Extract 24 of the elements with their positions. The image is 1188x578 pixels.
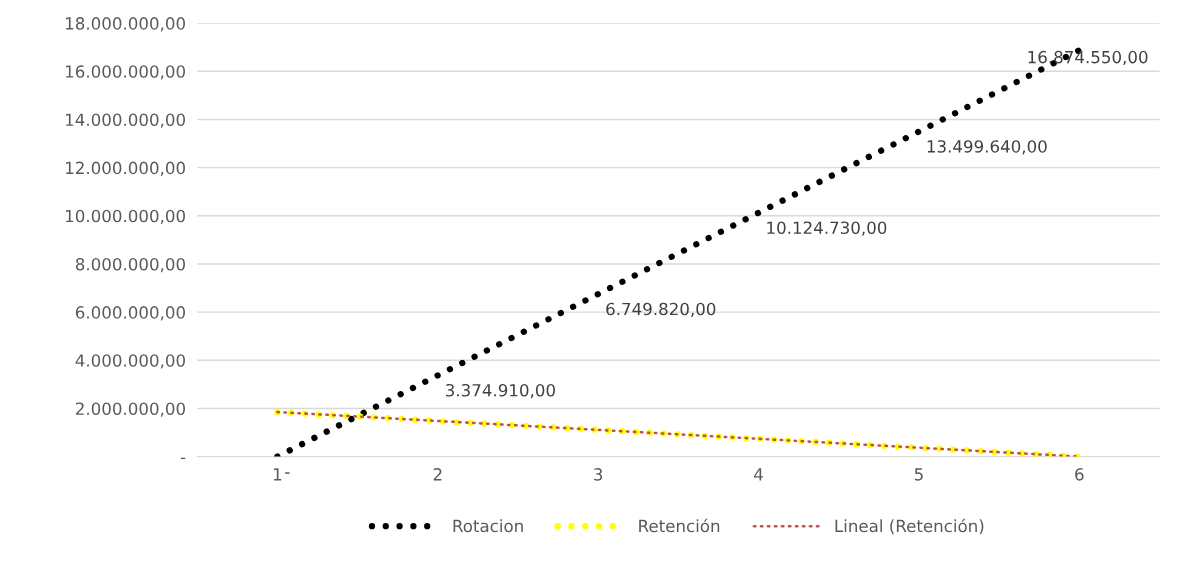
data-label: - [285,472,290,474]
y-tick-label: 12.000.000,00 [66,161,185,176]
y-tick-label: 8.000.000,00 [75,257,185,273]
y-tick-label: 18.000.000,00 [66,17,185,32]
x-tick-label: 6 [1075,468,1084,481]
data-label: 10.124.730,00 [767,221,887,236]
legend-label: Retención [639,518,720,533]
legend-label: Rotacion [453,519,523,533]
x-tick-label: 4 [754,468,763,481]
x-tick-label: 5 [914,468,923,481]
data-label: 3.374.910,00 [445,383,555,399]
data-label: 13.499.640,00 [927,140,1047,155]
y-tick-label: 16.000.000,00 [66,65,185,80]
y-tick-label: 6.000.000,00 [75,306,185,321]
x-tick-label: 2 [433,468,442,481]
data-label: 6.749.820,00 [606,302,716,317]
y-tick-label: 2.000.000,00 [75,402,185,417]
y-tick-label: 14.000.000,00 [66,113,185,128]
y-tick-label: - [180,457,186,460]
x-tick-label: 3 [594,468,603,481]
x-tick-label: 1 [273,468,282,481]
legend-label: Lineal (Retención) [835,518,984,535]
y-tick-label: 10.000.000,00 [66,209,185,225]
y-tick-label: 4.000.000,00 [75,354,185,369]
